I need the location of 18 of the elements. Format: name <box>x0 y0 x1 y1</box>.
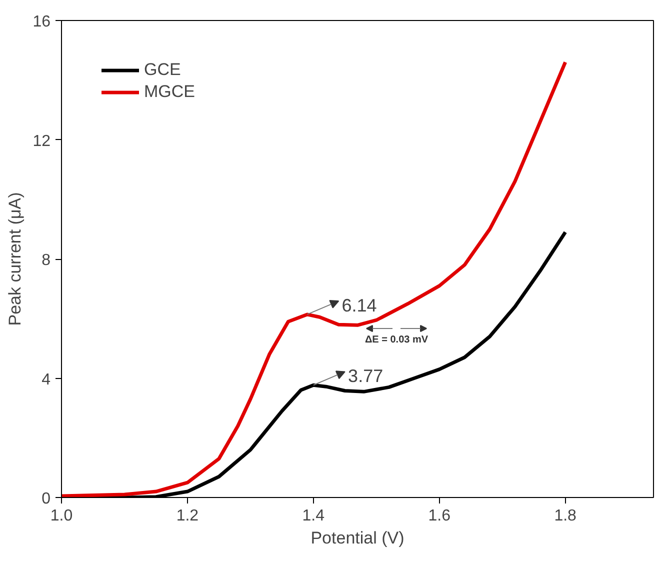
x-tick-label: 1.6 <box>428 508 451 524</box>
y-tick-label: 12 <box>32 132 51 150</box>
legend-label: MGCE <box>144 82 195 102</box>
x-tick-label: 1.0 <box>50 508 73 524</box>
annotation: ΔE = 0.03 mV <box>364 334 428 346</box>
annotation: 3.77 <box>348 366 384 386</box>
y-tick-label: 0 <box>42 490 51 508</box>
annotation: 6.14 <box>342 295 377 316</box>
x-tick-label: 1.4 <box>302 508 325 524</box>
x-axis-title: Potential (V) <box>310 528 404 548</box>
x-tick-label: 1.8 <box>554 508 577 524</box>
y-axis-title: Peak current (μA) <box>6 192 25 326</box>
y-tick-label: 8 <box>42 252 51 269</box>
y-tick-label: 4 <box>42 371 51 388</box>
legend-label: GCE <box>144 60 181 80</box>
x-tick-label: 1.2 <box>176 508 199 524</box>
line-series <box>62 60 568 498</box>
y-tick-label: 16 <box>32 14 51 30</box>
